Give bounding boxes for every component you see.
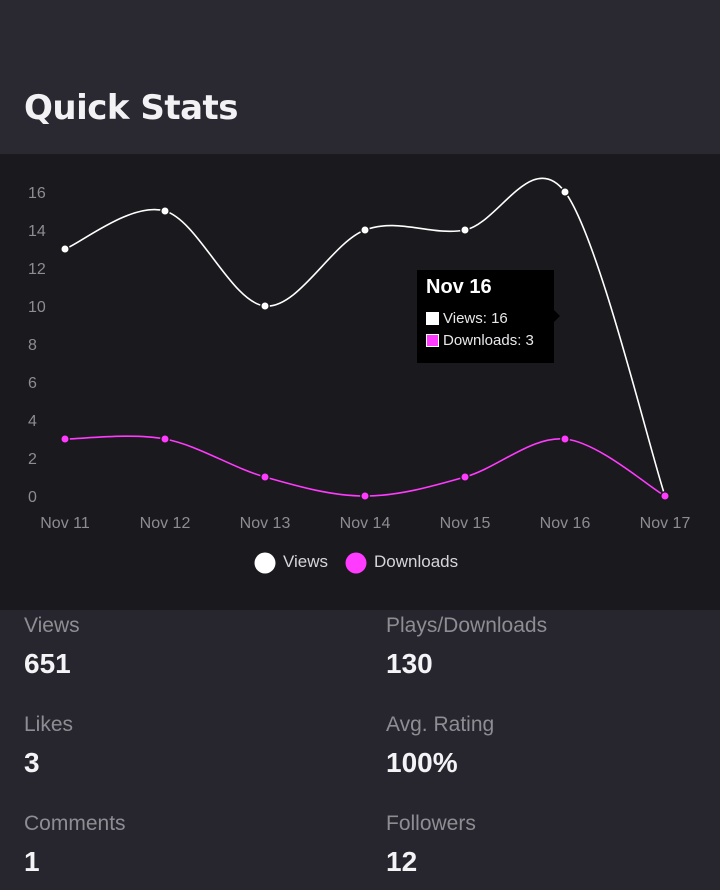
tooltip-views-text: Views: 16 <box>443 309 508 327</box>
y-tick-label: 6 <box>28 375 37 392</box>
stat-views: Views 651 <box>24 614 80 680</box>
tooltip-downloads-text: Downloads: 3 <box>443 331 534 349</box>
y-tick-label: 0 <box>28 489 37 506</box>
views-data-point <box>460 225 470 235</box>
downloads-data-point <box>460 472 470 482</box>
stat-label: Views <box>24 614 80 637</box>
downloads-data-point <box>660 491 670 501</box>
views-data-point <box>60 244 70 254</box>
y-tick-label: 2 <box>28 451 37 468</box>
stat-label: Comments <box>24 812 126 835</box>
stat-followers: Followers 12 <box>386 812 476 878</box>
views-data-point <box>560 187 570 197</box>
stat-value: 651 <box>24 648 71 679</box>
y-tick-label: 4 <box>28 413 37 430</box>
stats-panel: Views 651 Plays/Downloads 130 Likes 3 Av… <box>0 610 720 890</box>
x-tick-label: Nov 12 <box>140 515 191 532</box>
stat-comments: Comments 1 <box>24 812 126 878</box>
views-legend-marker <box>254 552 276 574</box>
page-title: Quick Stats <box>24 88 239 128</box>
x-tick-label: Nov 15 <box>440 515 491 532</box>
x-tick-label: Nov 13 <box>240 515 291 532</box>
stat-plays-downloads: Plays/Downloads 130 <box>386 614 547 680</box>
views-series-line <box>64 177 666 497</box>
chart-panel: 0 2 4 6 8 10 12 14 16 Nov 11 Nov 12 Nov 13 Nov 14 Nov… <box>0 154 720 610</box>
tooltip-title: Nov 16 <box>426 276 492 298</box>
downloads-data-point <box>560 434 570 444</box>
views-swatch <box>426 311 439 325</box>
downloads-legend-marker <box>345 552 367 574</box>
stat-value: 1 <box>24 846 40 877</box>
x-tick-label: Nov 14 <box>340 515 391 532</box>
x-tick-label: Nov 11 <box>40 515 90 532</box>
stat-value: 12 <box>386 846 418 877</box>
y-tick-label: 16 <box>28 185 46 202</box>
tooltip-row-views: Views: 16 <box>426 307 545 329</box>
views-data-point <box>260 301 270 311</box>
downloads-data-point <box>60 434 70 444</box>
stat-value: 3 <box>24 747 40 778</box>
chart-tooltip: Nov 16 Views: 16 Downloads: 3 <box>417 270 560 363</box>
header: Quick Stats <box>0 0 720 154</box>
downloads-swatch <box>426 333 439 347</box>
y-tick-label: 12 <box>28 261 46 278</box>
stat-label: Plays/Downloads <box>386 614 548 637</box>
downloads-data-point <box>260 472 270 482</box>
stat-label: Likes <box>24 713 74 736</box>
stat-likes: Likes 3 <box>24 713 73 779</box>
x-tick-label: Nov 17 <box>640 515 691 532</box>
stat-label: Avg. Rating <box>386 713 495 736</box>
tooltip-row-downloads: Downloads: 3 <box>426 329 545 351</box>
y-tick-label: 10 <box>28 299 46 316</box>
downloads-data-point <box>160 434 170 444</box>
x-tick-label: Nov 16 <box>540 515 591 532</box>
stat-label: Followers <box>386 812 476 835</box>
downloads-legend-label: Downloads <box>374 552 458 571</box>
views-data-point <box>160 206 170 216</box>
downloads-series-line <box>64 435 666 497</box>
stat-value: 100% <box>386 747 458 778</box>
stat-avg-rating: Avg. Rating 100% <box>386 713 494 779</box>
stat-value: 130 <box>386 648 433 679</box>
views-data-point <box>360 225 370 235</box>
views-legend-label: Views <box>283 552 328 571</box>
line-chart[interactable]: 0 2 4 6 8 10 12 14 16 Nov 11 Nov 12 Nov 13 Nov 14 Nov… <box>0 154 720 610</box>
y-tick-label: 14 <box>28 223 46 240</box>
downloads-data-point <box>360 491 370 501</box>
y-tick-label: 8 <box>28 337 37 354</box>
